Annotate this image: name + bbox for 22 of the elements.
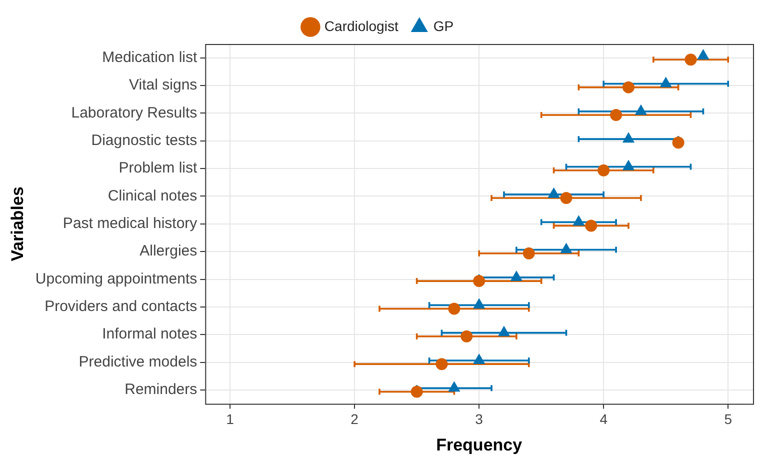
y-tick-label: Providers and contacts xyxy=(44,298,198,316)
x-tick-label: 1 xyxy=(226,411,234,428)
y-tick-label: Vital signs xyxy=(129,76,198,94)
y-tick-label: Predictive models xyxy=(78,353,198,370)
y-tick-label: Clinical notes xyxy=(108,187,198,204)
y-tick-label: Diagnostic tests xyxy=(91,132,198,150)
y-tick-label: Problem list xyxy=(118,160,198,177)
y-tick-label: Allergies xyxy=(140,242,198,260)
legend-label: GP xyxy=(433,18,454,34)
legend-label: Cardiologist xyxy=(324,18,398,34)
x-axis-title: Frequency xyxy=(436,435,523,454)
x-tick-label: 5 xyxy=(724,411,732,428)
y-tick-label: Laboratory Results xyxy=(71,104,198,122)
y-tick-label: Past medical history xyxy=(62,215,198,232)
y-axis-title: Variables xyxy=(8,186,27,262)
x-tick-label: 4 xyxy=(600,411,608,428)
x-tick-label: 3 xyxy=(475,411,484,428)
y-tick-label: Reminders xyxy=(124,381,198,398)
y-tick-label: Upcoming appointments xyxy=(35,270,198,288)
x-tick-label: 2 xyxy=(350,411,359,428)
y-tick-label: Informal notes xyxy=(102,326,198,343)
y-tick-label: Medication list xyxy=(102,48,198,66)
